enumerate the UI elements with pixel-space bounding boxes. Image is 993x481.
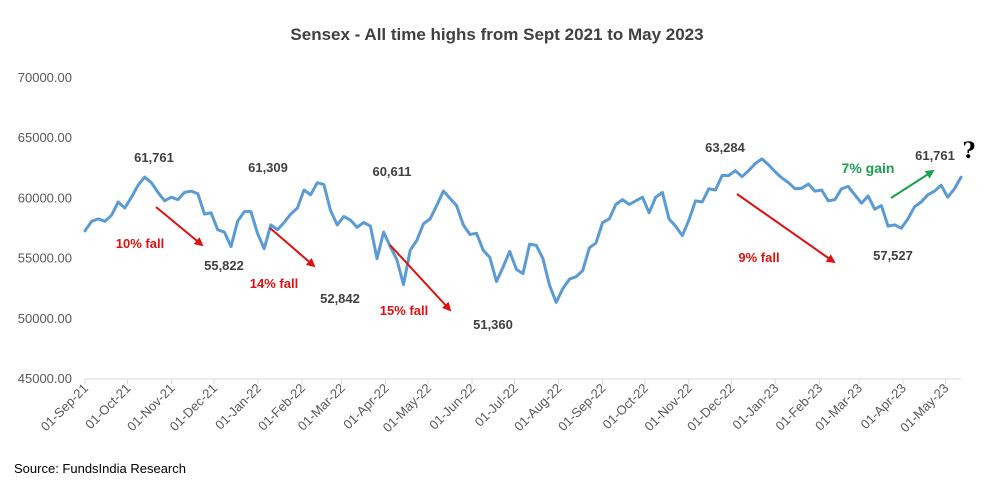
y-tick-label: 45000.00 xyxy=(18,371,72,386)
fall-arrow-4 xyxy=(736,193,836,264)
chart-title: Sensex - All time highs from Sept 2021 t… xyxy=(290,25,703,44)
x-tick-label: 01-Sep-22 xyxy=(555,381,609,435)
gain-arrow xyxy=(890,169,935,199)
fall-arrow-1 xyxy=(155,206,204,247)
fall-label-1: 10% fall xyxy=(116,236,164,251)
sensex-series-line xyxy=(83,157,963,304)
trough-label-1: 55,822 xyxy=(204,258,244,273)
annotations: 61,761 55,822 10% fall 61,309 52,842 14%… xyxy=(116,138,976,332)
gain-label: 7% gain xyxy=(842,160,895,176)
y-tick-label: 70000.00 xyxy=(18,70,72,85)
peak-label-4: 63,284 xyxy=(705,140,746,155)
y-tick-label: 65000.00 xyxy=(18,130,72,145)
question-mark: ? xyxy=(963,138,976,164)
y-tick-label: 55000.00 xyxy=(18,251,72,266)
peak-label-2: 61,309 xyxy=(248,160,288,175)
y-axis-ticks: 45000.00 50000.00 55000.00 60000.00 65000.00… xyxy=(18,70,72,386)
fall-label-4: 9% fall xyxy=(738,250,779,265)
trough-label-3: 51,360 xyxy=(473,317,513,332)
trough-label-2: 52,842 xyxy=(320,291,360,306)
y-tick-label: 60000.00 xyxy=(18,190,72,205)
x-tick-label: 01-Jun-22 xyxy=(426,381,478,433)
fall-arrow-3 xyxy=(389,244,452,312)
trough-label-4: 57,527 xyxy=(873,248,913,263)
current-label: 61,761 xyxy=(915,148,955,163)
peak-label-1: 61,761 xyxy=(134,150,174,165)
source-note: Source: FundsIndia Research xyxy=(14,461,186,476)
y-tick-label: 50000.00 xyxy=(18,311,72,326)
fall-label-3: 15% fall xyxy=(380,303,428,318)
x-tick-label: 01-Sep-21 xyxy=(38,381,92,435)
peak-label-3: 60,611 xyxy=(372,164,411,179)
fall-arrow-2 xyxy=(269,227,316,268)
fall-label-2: 14% fall xyxy=(250,276,298,291)
x-axis-ticks: 01-Sep-2101-Oct-2101-Nov-2101-Dec-2101-J… xyxy=(38,379,952,435)
